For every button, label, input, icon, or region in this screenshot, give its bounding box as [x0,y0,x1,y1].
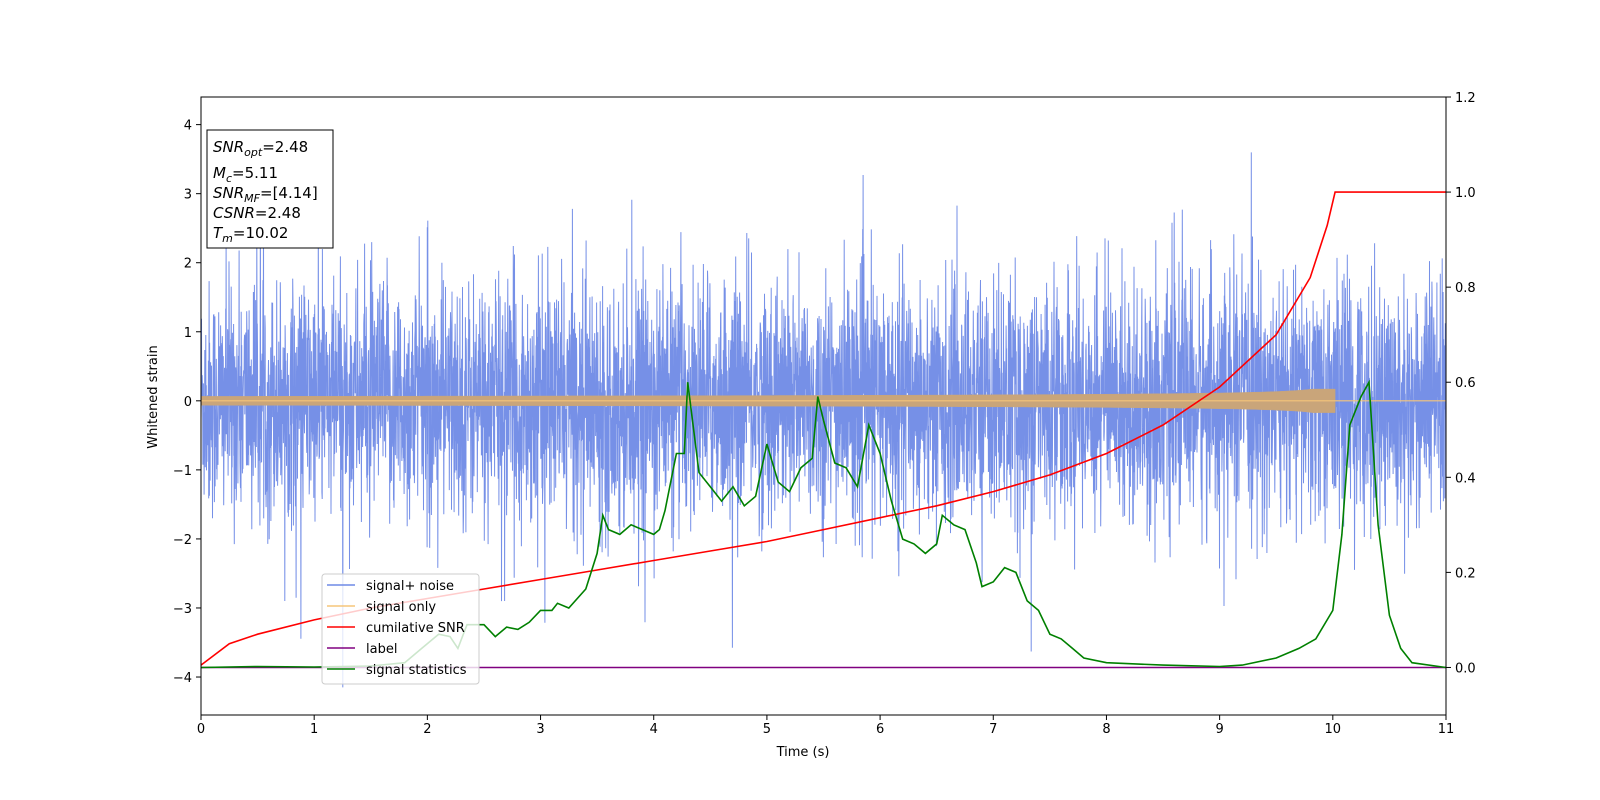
x-tick-label: 1 [310,722,318,737]
y2-tick-label: 0.0 [1455,661,1476,676]
legend-item-signal-only: signal only [327,600,436,615]
legend: signal+ noise signal only cumilative SNR… [321,573,480,685]
x-tick-label: 11 [1438,722,1455,737]
info-csnr: CSNR=2.48 [213,204,301,222]
info-tm: Tm=10.02 [213,224,288,245]
x-axis: 0 1 2 3 4 5 6 7 8 9 10 11 [197,715,1454,737]
y-axis-title: Whitened strain [146,345,161,448]
legend-label-cumilative-snr: cumilative SNR [366,621,465,636]
y-tick-label: 2 [184,257,192,272]
y-tick-label: 4 [184,119,192,134]
x-tick-label: 4 [650,722,658,737]
plot-area-frame [200,96,1447,716]
x-tick-label: 0 [197,722,205,737]
info-box: SNRopt=2.48 Mc=5.11 SNRMF=[4.14] CSNR=2.… [206,129,334,249]
x-tick-label: 8 [1102,722,1110,737]
y-tick-label: −2 [173,533,192,548]
y2-tick-label: 0.2 [1455,566,1476,581]
x-tick-label: 10 [1325,722,1342,737]
x-tick-label: 3 [536,722,544,737]
y-tick-label: −3 [173,602,192,617]
info-snr-opt: SNRopt=2.48 [213,138,308,159]
x-tick-label: 9 [1215,722,1223,737]
legend-item-signal-noise: signal+ noise [327,579,454,594]
y2-tick-label: 0.4 [1455,471,1476,486]
legend-label-label: label [366,642,397,657]
x-tick-label: 5 [763,722,771,737]
y-axis-left: 4 3 2 1 0 −1 −2 −3 −4 [173,119,201,686]
y-tick-label: −4 [173,671,192,686]
x-tick-label: 6 [876,722,884,737]
y-axis-right: 1.2 1.0 0.8 0.6 0.4 0.2 0.0 [1446,91,1476,676]
y2-tick-label: 0.8 [1455,281,1476,296]
y-tick-label: 1 [184,326,192,341]
x-tick-label: 2 [423,722,431,737]
legend-item-cumilative-snr: cumilative SNR [327,621,465,636]
legend-label-signal-only: signal only [366,600,436,615]
y2-tick-label: 1.2 [1455,91,1476,106]
info-mc: Mc=5.11 [213,164,278,185]
signal-statistics-line [201,379,1446,669]
legend-item-signal-statistics: signal statistics [327,663,467,678]
legend-label-signal-noise: signal+ noise [366,579,454,594]
y-tick-label: 3 [184,188,192,203]
y2-tick-label: 0.6 [1455,376,1476,391]
info-snr-mf: SNRMF=[4.14] [213,184,318,205]
legend-item-label: label [327,642,397,657]
x-axis-title: Time (s) [776,745,830,760]
x-tick-label: 7 [989,722,997,737]
y-tick-label: −1 [173,464,192,479]
y-tick-label: 0 [184,395,192,410]
y2-tick-label: 1.0 [1455,186,1476,201]
legend-label-signal-statistics: signal statistics [366,663,467,678]
